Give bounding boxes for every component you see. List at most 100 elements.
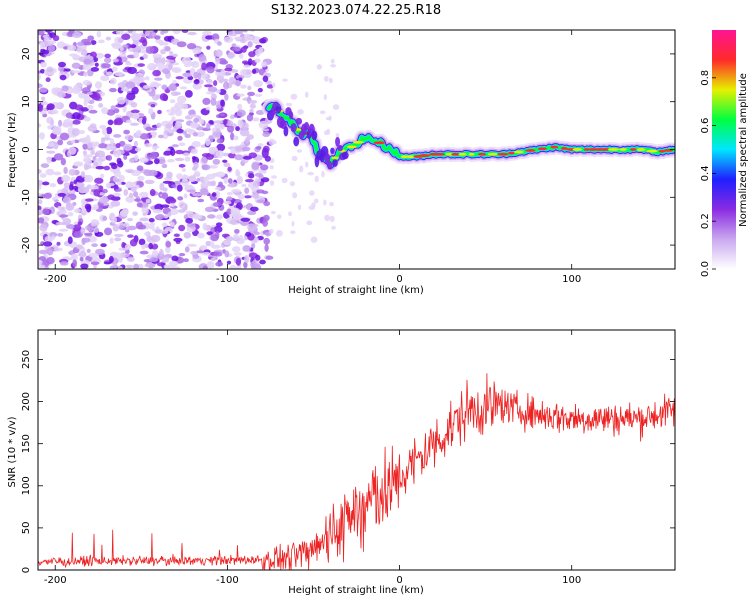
noise-blob: [206, 79, 214, 85]
noise-blob: [119, 209, 129, 217]
noise-blob: [206, 173, 216, 180]
noise-blob: [80, 171, 86, 178]
noise-blob: [138, 191, 149, 198]
noise-blob: [175, 76, 184, 80]
noise-blob: [127, 30, 133, 34]
noise-blob: [166, 171, 173, 179]
noise-blob: [95, 165, 105, 170]
noise-blob: [323, 199, 327, 206]
noise-blob: [72, 84, 82, 92]
noise-blob: [47, 44, 56, 52]
noise-blob: [46, 117, 52, 124]
noise-blob: [223, 200, 232, 205]
noise-blob: [220, 69, 226, 77]
noise-blob: [249, 206, 259, 212]
noise-blob: [159, 248, 164, 257]
signal-core: [331, 156, 339, 160]
noise-blob: [104, 227, 113, 236]
noise-blob: [86, 248, 91, 254]
noise-blob: [165, 123, 173, 129]
noise-blob: [211, 180, 216, 187]
noise-blob: [42, 181, 50, 186]
noise-blob: [38, 205, 42, 211]
noise-blob: [117, 181, 122, 186]
noise-blob: [290, 230, 296, 235]
noise-blob: [292, 192, 298, 199]
noise-blob: [91, 92, 101, 101]
noise-blob: [57, 232, 64, 237]
noise-blob: [111, 66, 118, 72]
noise-blob: [251, 263, 262, 269]
noise-blob: [192, 254, 200, 259]
noise-blob: [86, 104, 94, 110]
noise-blob: [145, 126, 153, 132]
noise-blob: [215, 127, 221, 136]
noise-blob: [182, 152, 190, 157]
noise-blob: [98, 185, 104, 192]
noise-blob: [72, 224, 82, 232]
noise-blob: [247, 223, 257, 232]
noise-blob: [40, 163, 50, 168]
noise-blob: [216, 214, 223, 220]
noise-blob: [78, 251, 87, 258]
signal-blob: [311, 130, 318, 141]
noise-blob: [88, 109, 98, 114]
noise-blob: [210, 97, 217, 106]
noise-blob: [57, 192, 66, 197]
noise-blob: [59, 261, 69, 266]
noise-blob: [156, 213, 165, 220]
noise-blob: [124, 135, 134, 141]
noise-blob: [310, 236, 318, 243]
noise-blob: [193, 170, 201, 178]
noise-blob: [252, 180, 260, 188]
noise-blob: [57, 205, 62, 211]
noise-blob: [148, 108, 154, 115]
noise-blob: [38, 264, 46, 269]
noise-blob: [144, 179, 155, 185]
noise-blob: [72, 112, 81, 120]
noise-blob: [60, 157, 67, 166]
noise-blob: [114, 71, 124, 77]
noise-blob: [288, 211, 293, 217]
noise-blob: [46, 103, 55, 111]
noise-blob: [196, 178, 201, 182]
noise-blob: [227, 152, 237, 159]
noise-blob: [144, 206, 149, 215]
noise-blob: [323, 76, 329, 82]
noise-blob: [96, 31, 102, 38]
noise-blob: [244, 33, 251, 41]
noise-blob: [330, 58, 335, 64]
noise-blob: [122, 104, 127, 113]
noise-blob: [206, 261, 215, 269]
noise-blob: [63, 46, 69, 50]
noise-blob: [65, 224, 75, 230]
noise-blob: [163, 214, 169, 219]
noise-blob: [111, 216, 117, 224]
noise-blob: [107, 194, 115, 200]
noise-blob: [103, 57, 112, 64]
noise-blob: [236, 175, 244, 184]
colorbar-strip: [712, 30, 736, 269]
noise-blob: [191, 61, 200, 68]
noise-blob: [290, 93, 298, 100]
noise-blob: [177, 135, 183, 141]
noise-blob: [139, 157, 149, 163]
noise-blob: [281, 177, 288, 184]
noise-blob: [59, 132, 70, 141]
noise-blob: [133, 191, 139, 198]
noise-blob: [118, 225, 126, 231]
noise-blob: [216, 104, 222, 109]
noise-blob: [82, 186, 90, 194]
noise-blob: [198, 54, 207, 62]
noise-blob: [151, 83, 162, 87]
noise-blob: [232, 246, 241, 253]
noise-blob: [314, 175, 319, 183]
noise-blob: [236, 93, 245, 97]
noise-blob: [81, 237, 86, 246]
noise-blob: [150, 234, 161, 242]
noise-blob: [265, 255, 274, 260]
noise-blob: [304, 91, 309, 98]
noise-blob: [121, 241, 126, 249]
noise-blob: [241, 183, 247, 188]
noise-blob: [247, 41, 253, 48]
